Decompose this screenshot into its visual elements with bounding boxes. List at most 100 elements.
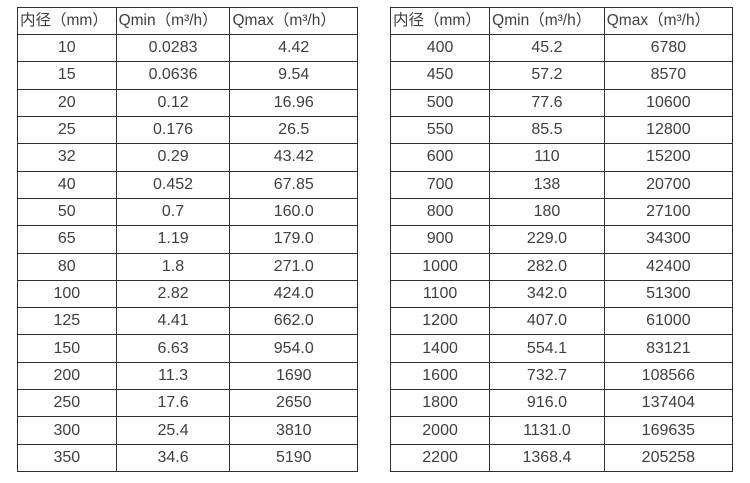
table-row: 1800 916.0 137404 — [389, 389, 734, 418]
cell-qmax: 5190 — [229, 443, 358, 473]
cell-qmin: 0.452 — [115, 170, 231, 199]
cell-diameter: 450 — [389, 61, 491, 90]
cell-qmin: 554.1 — [489, 334, 605, 363]
table-row: 1000 282.0 42400 — [389, 252, 734, 281]
table-row: 700 138 20700 — [389, 170, 734, 199]
cell-diameter: 400 — [389, 33, 491, 63]
cell-qmax: 179.0 — [229, 225, 358, 254]
cell-qmax: 137404 — [603, 389, 734, 418]
cell-qmin: 229.0 — [489, 225, 605, 254]
cell-qmin: 25.4 — [115, 416, 231, 445]
cell-qmin: 282.0 — [489, 252, 605, 281]
cell-diameter: 200 — [17, 361, 117, 391]
cell-qmax: 169635 — [603, 416, 734, 445]
cell-qmax: 43.42 — [229, 143, 358, 172]
cell-qmin: 85.5 — [489, 115, 605, 145]
cell-qmin: 4.41 — [115, 307, 231, 336]
cell-diameter: 800 — [389, 197, 491, 227]
cell-qmax: 160.0 — [229, 197, 358, 227]
cell-qmin: 17.6 — [115, 389, 231, 418]
cell-diameter: 32 — [17, 143, 117, 172]
cell-diameter: 500 — [389, 88, 491, 117]
cell-diameter: 40 — [17, 170, 117, 199]
cell-qmin: 1368.4 — [489, 443, 605, 473]
table-row: 1400 554.1 83121 — [389, 334, 734, 363]
cell-diameter: 700 — [389, 170, 491, 199]
table-row: 150 6.63 954.0 — [17, 334, 358, 363]
header-row: 内径（mm） Qmin（m³/h） Qmax（m³/h） — [389, 7, 734, 35]
cell-diameter: 250 — [17, 389, 117, 418]
cell-qmin: 180 — [489, 197, 605, 227]
cell-diameter: 15 — [17, 61, 117, 90]
table-body: 10 0.0283 4.42 15 0.0636 9.54 20 0.12 16.96 25 0.1… — [17, 33, 358, 473]
table-row: 1600 732.7 108566 — [389, 361, 734, 391]
cell-qmin: 11.3 — [115, 361, 231, 391]
table-row: 900 229.0 34300 — [389, 225, 734, 254]
cell-diameter: 1600 — [389, 361, 491, 391]
cell-diameter: 1800 — [389, 389, 491, 418]
cell-diameter: 550 — [389, 115, 491, 145]
table-row: 250 17.6 2650 — [17, 389, 358, 418]
table-row: 80 1.8 271.0 — [17, 252, 358, 281]
cell-qmax: 27100 — [603, 197, 734, 227]
cell-qmax: 3810 — [229, 416, 358, 445]
cell-qmax: 8570 — [603, 61, 734, 90]
cell-diameter: 1200 — [389, 307, 491, 336]
cell-diameter: 600 — [389, 143, 491, 172]
cell-qmax: 83121 — [603, 334, 734, 363]
cell-qmax: 6780 — [603, 33, 734, 63]
table-row: 550 85.5 12800 — [389, 115, 734, 145]
cell-qmax: 424.0 — [229, 279, 358, 309]
table-row: 200 11.3 1690 — [17, 361, 358, 391]
cell-diameter: 1400 — [389, 334, 491, 363]
cell-qmax: 51300 — [603, 279, 734, 309]
table-row: 500 77.6 10600 — [389, 88, 734, 117]
table-row: 1100 342.0 51300 — [389, 279, 734, 309]
cell-diameter: 20 — [17, 88, 117, 117]
cell-qmax: 12800 — [603, 115, 734, 145]
table-body: 400 45.2 6780 450 57.2 8570 500 77.6 10600 550 85.… — [389, 33, 734, 473]
cell-diameter: 50 — [17, 197, 117, 227]
cell-diameter: 150 — [17, 334, 117, 363]
table-row: 800 180 27100 — [389, 197, 734, 227]
header-diameter: 内径（mm） — [389, 7, 491, 35]
cell-diameter: 2000 — [389, 416, 491, 445]
header-qmin: Qmin（m³/h） — [115, 7, 231, 35]
flow-spec-table-small-diameters: 内径（mm） Qmin（m³/h） Qmax（m³/h） 10 0.0283 4.4… — [17, 7, 358, 473]
cell-qmin: 342.0 — [489, 279, 605, 309]
table-row: 20 0.12 16.96 — [17, 88, 358, 117]
table-row: 32 0.29 43.42 — [17, 143, 358, 172]
cell-diameter: 350 — [17, 443, 117, 473]
header-qmax: Qmax（m³/h） — [603, 7, 734, 35]
cell-qmax: 205258 — [603, 443, 734, 473]
cell-qmin: 0.0636 — [115, 61, 231, 90]
cell-qmin: 0.7 — [115, 197, 231, 227]
cell-qmax: 26.5 — [229, 115, 358, 145]
cell-qmin: 0.12 — [115, 88, 231, 117]
cell-diameter: 1100 — [389, 279, 491, 309]
cell-diameter: 25 — [17, 115, 117, 145]
cell-qmax: 108566 — [603, 361, 734, 391]
cell-diameter: 10 — [17, 33, 117, 63]
cell-qmax: 34300 — [603, 225, 734, 254]
table-row: 10 0.0283 4.42 — [17, 33, 358, 63]
cell-qmin: 407.0 — [489, 307, 605, 336]
table-row: 15 0.0636 9.54 — [17, 61, 358, 90]
header-qmin: Qmin（m³/h） — [489, 7, 605, 35]
cell-qmax: 4.42 — [229, 33, 358, 63]
cell-qmin: 110 — [489, 143, 605, 172]
table-row: 1200 407.0 61000 — [389, 307, 734, 336]
cell-diameter: 300 — [17, 416, 117, 445]
cell-qmax: 61000 — [603, 307, 734, 336]
cell-qmin: 34.6 — [115, 443, 231, 473]
header-row: 内径（mm） Qmin（m³/h） Qmax（m³/h） — [17, 7, 358, 35]
cell-diameter: 2200 — [389, 443, 491, 473]
cell-diameter: 100 — [17, 279, 117, 309]
header-qmax: Qmax（m³/h） — [229, 7, 358, 35]
cell-qmax: 16.96 — [229, 88, 358, 117]
cell-qmin: 0.176 — [115, 115, 231, 145]
cell-qmax: 9.54 — [229, 61, 358, 90]
cell-qmax: 42400 — [603, 252, 734, 281]
cell-qmax: 1690 — [229, 361, 358, 391]
table-row: 100 2.82 424.0 — [17, 279, 358, 309]
